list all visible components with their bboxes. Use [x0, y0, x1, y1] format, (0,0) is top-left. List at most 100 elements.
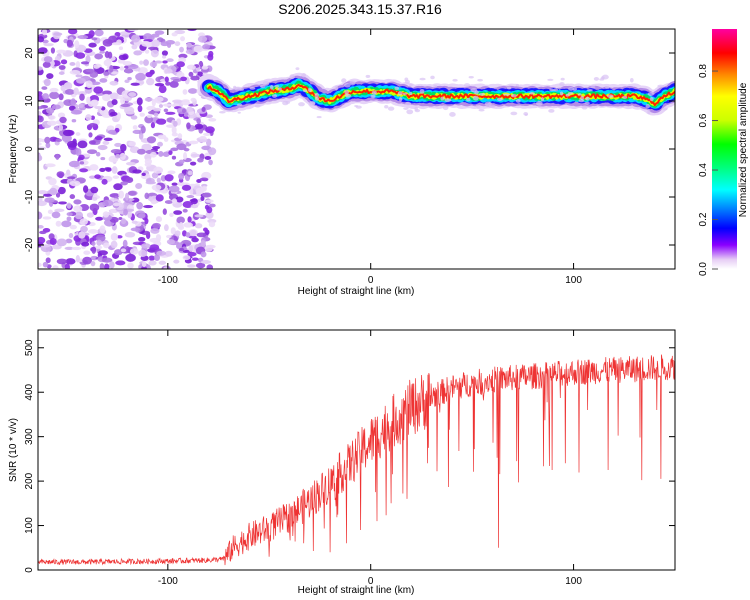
ridge-speckle: [549, 88, 555, 92]
ridge-speckle: [477, 78, 483, 82]
noise-blob: [152, 146, 161, 150]
ridge-speckle: [349, 80, 356, 86]
noise-blob: [85, 80, 93, 89]
ridge-speckle: [307, 87, 312, 93]
noise-blob: [57, 112, 66, 119]
noise-blob: [204, 199, 214, 203]
noise-blob: [179, 46, 184, 53]
noise-blob: [141, 40, 151, 47]
noise-blob: [187, 264, 196, 268]
noise-blob: [171, 182, 178, 186]
ridge-speckle: [387, 106, 395, 111]
noise-blob: [55, 192, 61, 198]
noise-blob: [202, 44, 210, 50]
noise-blob: [182, 230, 187, 237]
noise-blob: [208, 221, 216, 228]
ridge-speckle: [295, 67, 300, 71]
noise-blob: [42, 261, 49, 268]
snr-xtick-label: -100: [158, 576, 178, 587]
figure-title: S206.2025.343.15.37.R16: [278, 1, 442, 17]
colorbar-tick-label: 0.4: [698, 163, 709, 177]
noise-blob: [60, 84, 66, 92]
noise-blob: [101, 178, 108, 185]
noise-blob: [149, 61, 158, 68]
noise-blob: [49, 237, 57, 246]
noise-blob: [150, 49, 159, 58]
noise-blob: [205, 138, 212, 147]
noise-blob: [186, 122, 191, 130]
noise-blob: [136, 201, 143, 210]
noise-blob: [150, 33, 160, 38]
noise-blob: [43, 43, 54, 47]
noise-blob: [138, 132, 144, 140]
noise-blob: [130, 227, 141, 232]
noise-blob: [185, 232, 191, 238]
noise-blob: [56, 49, 67, 54]
noise-blob: [162, 208, 167, 215]
noise-blob: [136, 97, 143, 106]
ridge-speckle: [540, 97, 544, 102]
snr-ytick-label: 400: [24, 383, 35, 400]
noise-blob: [191, 237, 199, 243]
noise-blob: [144, 97, 153, 102]
ridge-speckle: [565, 93, 570, 97]
noise-blob: [130, 34, 141, 43]
noise-blob: [120, 103, 131, 108]
noise-blob: [138, 236, 146, 242]
ridge-speckle: [371, 90, 377, 95]
noise-blob: [178, 221, 184, 229]
noise-blob: [194, 123, 204, 130]
noise-blob: [129, 248, 139, 255]
noise-blob: [104, 51, 110, 58]
noise-blob: [195, 262, 206, 269]
ridge-speckle: [510, 111, 518, 116]
noise-blob: [190, 97, 196, 102]
noise-blob: [89, 175, 97, 179]
noise-blob: [62, 129, 74, 137]
noise-blob: [66, 202, 72, 209]
noise-blob: [66, 39, 74, 48]
noise-blob: [42, 61, 51, 68]
colorbar-label: Normalized spectral amplitude: [738, 82, 749, 217]
noise-blob: [75, 255, 80, 263]
snr-xtick-label: 0: [368, 576, 374, 587]
noise-blob: [194, 223, 203, 229]
noise-blob: [157, 141, 163, 147]
noise-blob: [205, 211, 214, 219]
noise-blob: [124, 192, 129, 201]
noise-blob: [176, 61, 185, 68]
noise-blob: [163, 137, 169, 142]
ridge-speckle: [433, 84, 438, 88]
noise-blob: [120, 248, 127, 253]
noise-blob: [138, 249, 148, 257]
noise-blob: [73, 205, 83, 212]
noise-blob: [102, 93, 111, 102]
noise-blob: [204, 245, 213, 252]
snr-ticks: -100 0 100 0 100 200 300 400 500: [24, 330, 675, 587]
noise-blob: [87, 229, 99, 234]
noise-blob: [115, 260, 126, 266]
noise-blob: [187, 170, 193, 176]
noise-blob: [185, 49, 195, 55]
ridge-speckle: [590, 85, 596, 89]
noise-blob: [202, 192, 212, 198]
noise-blob: [158, 104, 163, 108]
colorbar: 0.0 0.2 0.4 0.6 0.8 Normalized spectral ampl…: [698, 29, 749, 276]
noise-blob: [99, 263, 105, 269]
noise-blob: [91, 246, 97, 254]
noise-blob: [42, 39, 49, 44]
spectrogram-xtick-label: 0: [368, 275, 374, 286]
noise-blob: [66, 212, 73, 217]
noise-blob: [91, 99, 99, 106]
snr-panel: -100 0 100 0 100 200 300 400 500 Height of strai…: [8, 329, 676, 596]
noise-blob: [157, 134, 167, 140]
noise-blob: [123, 68, 134, 74]
ridge-speckle: [548, 108, 555, 113]
noise-blob: [197, 139, 208, 143]
noise-blob: [65, 238, 73, 244]
ridge-speckle: [601, 74, 609, 80]
noise-blob: [59, 116, 67, 124]
noise-blob: [58, 71, 65, 75]
noise-blob: [49, 91, 60, 100]
